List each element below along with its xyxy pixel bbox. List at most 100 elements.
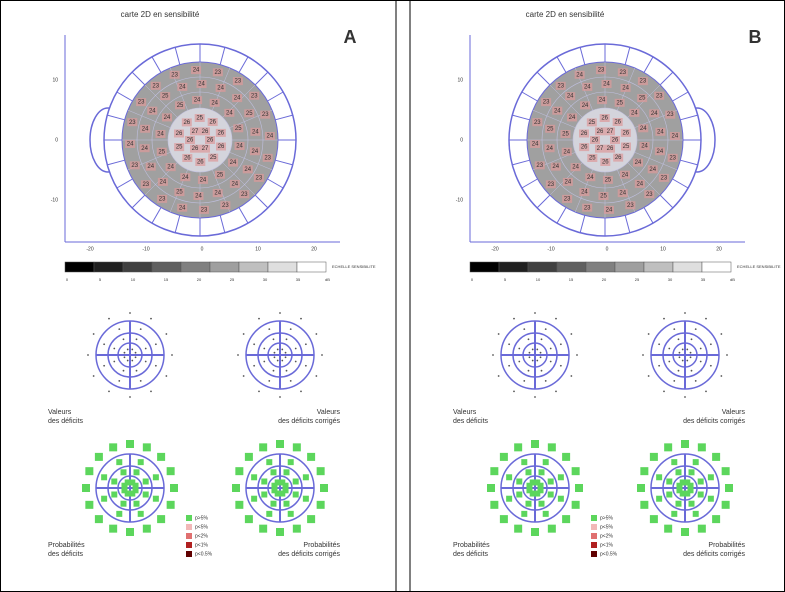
scale-step	[469, 261, 500, 273]
small-dot	[673, 328, 676, 331]
value-box	[173, 129, 184, 138]
prob-square	[537, 482, 544, 489]
map-value: 23	[536, 163, 543, 169]
map-value: 23	[222, 203, 229, 209]
small-dot	[258, 317, 260, 320]
prob-square	[235, 500, 244, 509]
map-value: 24	[127, 142, 134, 148]
map-value: 24	[606, 207, 613, 213]
value-box	[565, 92, 576, 101]
value-box	[644, 190, 655, 199]
caption: Valeurs	[317, 409, 341, 416]
small-dot	[268, 379, 271, 382]
legend-label: p<1%	[600, 542, 613, 548]
map-value: 26	[615, 155, 622, 161]
legend-label: p<5%	[600, 524, 613, 530]
value-box	[190, 144, 200, 153]
small-dot	[559, 364, 562, 367]
value-box	[566, 113, 577, 122]
map-spoke	[512, 114, 530, 121]
small-dot	[528, 356, 531, 359]
prob-square	[137, 510, 144, 517]
map-value: 23	[557, 83, 564, 89]
small-dot	[135, 369, 138, 372]
legend-swatch	[186, 524, 192, 530]
map-spoke	[254, 71, 269, 86]
prob-square	[666, 491, 673, 498]
small-dot	[289, 379, 292, 382]
value-box	[597, 96, 608, 105]
prob-square	[697, 524, 706, 533]
map-value: 23	[619, 70, 626, 76]
scale-tick-label: 30	[668, 277, 673, 282]
map-value: 24	[532, 142, 539, 148]
map-value: 23	[584, 205, 591, 211]
map-spoke	[556, 207, 567, 224]
prob-square	[251, 474, 258, 481]
value-box	[667, 153, 678, 162]
value-box	[601, 80, 612, 89]
prob-square	[292, 478, 299, 485]
small-dot	[258, 390, 260, 393]
map-title: carte 2D en sensibilité	[121, 10, 200, 19]
legend-label: p<2%	[195, 533, 208, 539]
caption: Probabilités	[453, 542, 490, 549]
small-dot	[513, 390, 515, 393]
prob-square	[521, 510, 528, 517]
prob-square	[85, 500, 94, 509]
legend-swatch	[186, 542, 192, 548]
prob-square	[516, 478, 523, 485]
prob-square	[712, 515, 721, 524]
prob-square	[666, 478, 673, 485]
map-value: 26	[218, 144, 225, 150]
map-spoke	[680, 114, 698, 121]
value-box	[605, 144, 615, 153]
prob-square	[721, 467, 730, 476]
value-box	[182, 153, 193, 162]
map-value: 23	[129, 120, 136, 126]
value-box	[574, 70, 585, 79]
small-dot	[527, 338, 530, 341]
value-box	[174, 188, 185, 197]
prob-square	[251, 495, 258, 502]
small-dot	[165, 375, 168, 377]
value-box	[534, 161, 545, 170]
scale-tick-label: 25	[230, 277, 235, 282]
small-dot	[304, 343, 307, 346]
small-dot	[684, 312, 686, 314]
value-box	[555, 81, 566, 90]
small-dot	[113, 360, 116, 363]
value-box	[530, 139, 541, 148]
scale-step	[122, 261, 153, 273]
prob-square	[244, 515, 253, 524]
y-tick-label: 0	[460, 137, 463, 143]
map-ray	[532, 109, 576, 128]
prob-square	[271, 487, 278, 494]
map-value: 23	[159, 196, 166, 202]
value-box	[634, 179, 645, 188]
small-dot	[689, 356, 692, 359]
value-box	[619, 170, 630, 179]
map-ray	[627, 162, 661, 196]
small-dot	[549, 360, 552, 363]
value-box	[147, 106, 158, 115]
small-dot	[134, 356, 137, 359]
map-value: 24	[619, 191, 626, 197]
prob-square	[279, 490, 286, 497]
value-box	[195, 157, 206, 166]
map-value: 24	[546, 146, 553, 152]
value-box	[595, 127, 605, 136]
small-dot	[540, 369, 543, 372]
map-value: 26	[197, 160, 204, 166]
prob-square	[526, 482, 533, 489]
prob-square	[261, 478, 268, 485]
small-dot	[315, 333, 318, 335]
map-spoke	[238, 207, 249, 224]
small-dot	[118, 328, 121, 331]
small-dot	[144, 360, 147, 363]
small-dot	[279, 396, 281, 398]
map-value: 23	[627, 203, 634, 209]
small-dot	[508, 364, 511, 367]
prob-square	[649, 452, 658, 461]
value-box	[580, 101, 591, 110]
